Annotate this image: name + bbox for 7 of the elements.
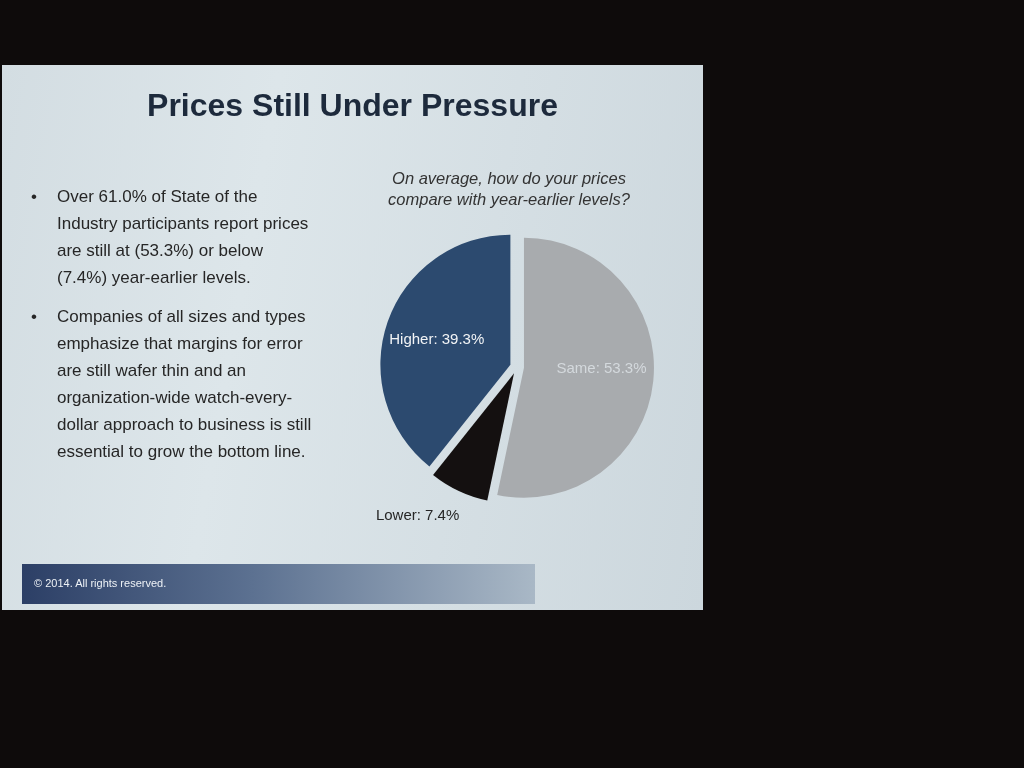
text: • Companies of all sizes and types emphasize that margins for error are still wafer thin and an organization-wide watch-every-dollar approach to business is still essential to grow the bottom line. — [31, 306, 312, 463]
slice-label: Lower: 7.4% — [375, 505, 460, 523]
slice-label: Higher: 39.3% — [389, 330, 485, 348]
text: © 2014. All rights reserved. — [34, 577, 167, 589]
chart-subtitle: On average, how do your prices compare with year-earlier levels? — [387, 168, 631, 210]
chart-title: Prices Still Under Pressure — [146, 87, 559, 124]
text: • Over 61.0% of State of the Industry participants report prices are still at (53.3%) or below (7.4%) year-earlier levels. — [31, 186, 310, 289]
